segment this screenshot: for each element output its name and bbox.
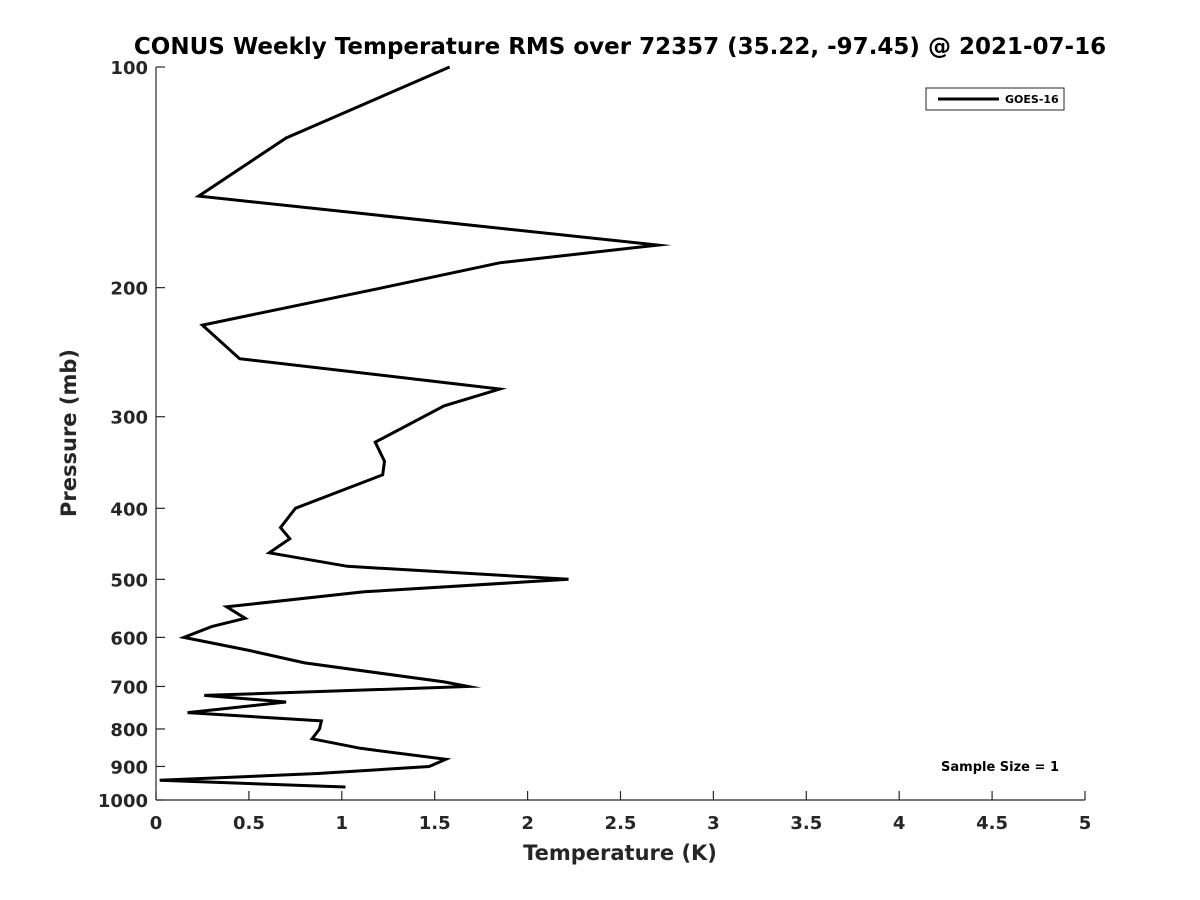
y-tick-label-5: 600 (110, 628, 148, 649)
plot-axes (155, 67, 1085, 801)
x-axis-label: Temperature (K) (523, 841, 717, 865)
y-tick-label-8: 900 (110, 757, 148, 778)
y-tick-label-6: 700 (110, 677, 148, 698)
x-tick-label-5: 2.5 (605, 813, 637, 834)
legend-label-goes-16: GOES-16 (1005, 93, 1059, 106)
x-tick-label-1: 0.5 (233, 813, 265, 834)
y-tick-label-2: 300 (110, 408, 148, 429)
x-tick-label-6: 3 (707, 813, 720, 834)
x-tick-label-3: 1.5 (419, 813, 451, 834)
y-tick-label-3: 400 (110, 499, 148, 520)
x-tick-label-10: 5 (1079, 813, 1092, 834)
x-tick-label-9: 4.5 (976, 813, 1008, 834)
y-axis-label: Pressure (mb) (57, 349, 81, 517)
x-tick-label-0: 0 (150, 813, 163, 834)
y-tick-label-4: 500 (110, 570, 148, 591)
sample-size-annotation: Sample Size = 1 (941, 760, 1059, 775)
x-axis-ticks: 0 0.5 1 1.5 2 2.5 3 3.5 4 4.5 5 (150, 791, 1092, 834)
y-tick-label-7: 800 (110, 720, 148, 741)
series-group (159, 65, 672, 789)
y-tick-label-1: 200 (110, 279, 148, 300)
y-tick-label-9: 1000 (98, 791, 148, 812)
legend: GOES-16 (925, 87, 1065, 111)
x-tick-label-2: 1 (336, 813, 349, 834)
x-tick-label-7: 3.5 (790, 813, 822, 834)
y-tick-label-0: 100 (110, 58, 148, 79)
series-line-goes-16 (159, 65, 672, 789)
chart-title: CONUS Weekly Temperature RMS over 72357 … (134, 34, 1106, 60)
y-axis-ticks: 100 200 300 400 500 600 700 800 900 1000 (98, 58, 165, 812)
x-tick-label-4: 2 (521, 813, 534, 834)
x-tick-label-8: 4 (893, 813, 906, 834)
